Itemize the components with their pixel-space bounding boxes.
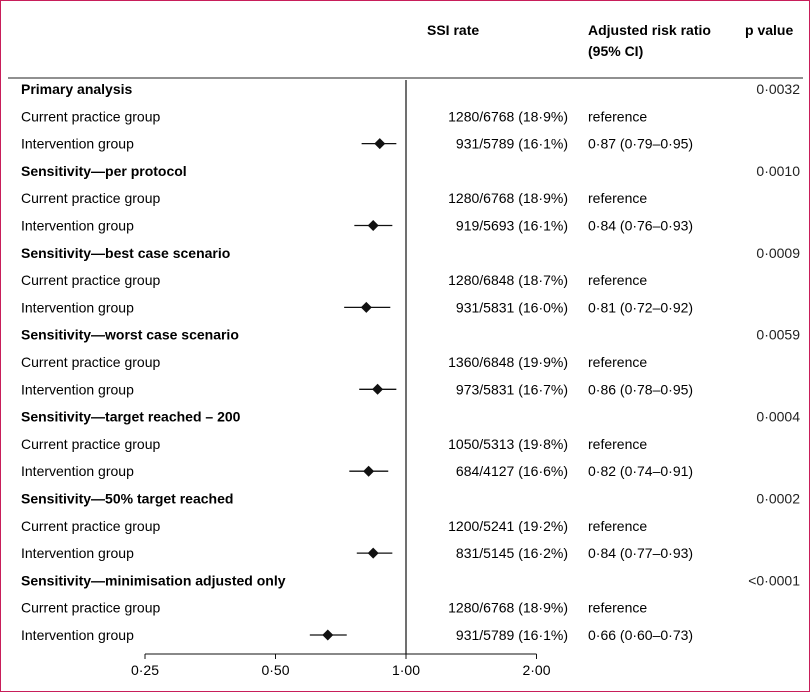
row-risk-ratio: reference [588,600,647,616]
group-title: Sensitivity—minimisation adjusted only [21,572,286,588]
row-risk-ratio: 0·81 (0·72–0·92) [588,299,693,315]
axis-tick-label: 1·00 [392,662,420,678]
row-ssi-rate: 973/5831 (16·7%) [456,381,568,397]
header-risk-ratio-line2: (95% CI) [588,43,643,59]
row-label: Intervention group [21,627,134,643]
row-ssi-rate: 1280/6768 (18·9%) [448,600,568,616]
row-label: Intervention group [21,218,134,234]
row-label: Intervention group [21,463,134,479]
estimate-marker [322,629,334,641]
row-ssi-rate: 919/5693 (16·1%) [456,218,568,234]
axis-tick-label: 2·00 [522,662,550,678]
row-ssi-rate: 1280/6768 (18·9%) [448,108,568,124]
row-risk-ratio: 0·86 (0·78–0·95) [588,381,693,397]
header-ssi-rate: SSI rate [427,22,479,38]
row-ssi-rate: 931/5789 (16·1%) [456,627,568,643]
group-title: Sensitivity—target reached – 200 [21,409,241,425]
row-label: Current practice group [21,436,161,452]
group-p-value: 0·0004 [756,409,800,425]
x-axis: 0·25 0·50 1·00 2·00 [131,80,551,678]
estimate-marker [372,383,384,395]
row-ssi-rate: 1050/5313 (19·8%) [448,436,568,452]
row-label: Current practice group [21,354,161,370]
row-label: Intervention group [21,381,134,397]
row-label: Current practice group [21,272,161,288]
estimate-marker [374,138,386,150]
row-risk-ratio: reference [588,436,647,452]
axis-tick-label: 0·25 [131,662,159,678]
row-risk-ratio: 0·87 (0·79–0·95) [588,136,693,152]
group-p-value: 0·0010 [756,163,800,179]
row-risk-ratio: reference [588,190,647,206]
row-ssi-rate: 831/5145 (16·2%) [456,545,568,561]
group-title: Primary analysis [21,81,133,97]
row-label: Current practice group [21,518,161,534]
row-label: Current practice group [21,190,161,206]
group-title: Sensitivity—best case scenario [21,245,230,261]
row-ssi-rate: 1280/6768 (18·9%) [448,190,568,206]
row-ssi-rate: 1280/6848 (18·7%) [448,272,568,288]
group-p-value: <0·0001 [748,572,800,588]
axis-tick-label: 0·50 [261,662,289,678]
group-p-value: 0·0032 [756,81,800,97]
group-p-value: 0·0009 [756,245,800,261]
row-risk-ratio: reference [588,272,647,288]
group-title: Sensitivity—50% target reached [21,491,233,507]
row-ssi-rate: 1360/6848 (19·9%) [448,354,568,370]
row-risk-ratio: 0·84 (0·76–0·93) [588,218,693,234]
estimate-marker [360,301,372,313]
group-title: Sensitivity—worst case scenario [21,327,239,343]
row-label: Current practice group [21,600,161,616]
row-risk-ratio: reference [588,518,647,534]
row-label: Intervention group [21,545,134,561]
header-p-value: p value [745,22,793,38]
group-p-value: 0·0002 [756,491,800,507]
group-p-value: 0·0059 [756,327,800,343]
row-label: Intervention group [21,299,134,315]
row-label: Intervention group [21,136,134,152]
row-ssi-rate: 1200/5241 (19·2%) [448,518,568,534]
row-ssi-rate: 931/5831 (16·0%) [456,299,568,315]
row-risk-ratio: 0·82 (0·74–0·91) [588,463,693,479]
group-title: Sensitivity—per protocol [21,163,187,179]
estimate-marker [367,220,379,231]
row-risk-ratio: reference [588,354,647,370]
row-label: Current practice group [21,108,161,124]
row-ssi-rate: 931/5789 (16·1%) [456,136,568,152]
forest-rows: Primary analysis 0·0032 Current practice g… [21,81,800,643]
row-risk-ratio: 0·84 (0·77–0·93) [588,545,693,561]
row-risk-ratio: 0·66 (0·60–0·73) [588,627,693,643]
row-risk-ratio: reference [588,108,647,124]
header-risk-ratio-line1: Adjusted risk ratio [588,22,711,38]
estimate-marker [363,465,375,477]
estimate-marker [367,547,379,559]
row-ssi-rate: 684/4127 (16·6%) [456,463,568,479]
